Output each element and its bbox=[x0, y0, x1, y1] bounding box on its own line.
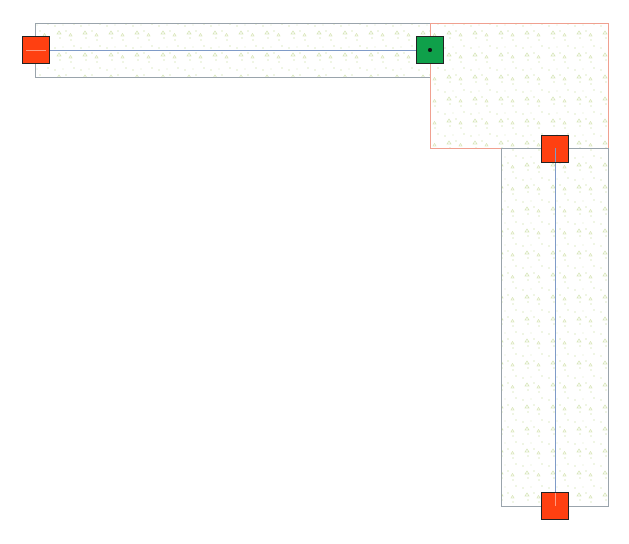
grip-center-dot bbox=[428, 48, 432, 52]
corner-region bbox=[430, 23, 609, 149]
